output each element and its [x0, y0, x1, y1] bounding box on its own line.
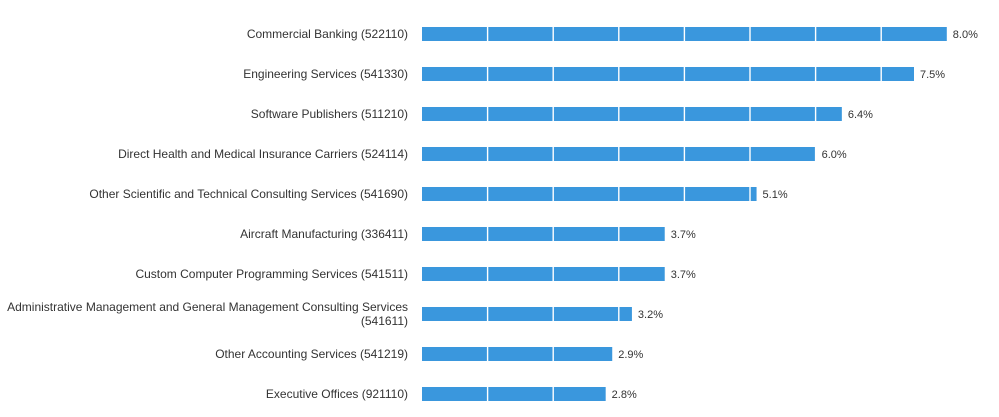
category-label-line: Engineering Services (541330) [243, 67, 408, 81]
value-label-1: 7.5% [920, 69, 945, 81]
category-label-1: Engineering Services (541330) [243, 67, 408, 81]
category-labels: Commercial Banking (522110) Engineering S… [7, 27, 408, 401]
bar-5 [422, 227, 665, 241]
category-label-line: Other Scientific and Technical Consultin… [89, 187, 408, 201]
category-label-line: Administrative Management and General Ma… [7, 300, 408, 314]
value-label-6: 3.7% [671, 269, 696, 281]
bar-6 [422, 267, 665, 281]
value-label-8: 2.9% [618, 349, 643, 361]
category-label-4: Other Scientific and Technical Consultin… [89, 187, 408, 201]
bar-2 [422, 107, 842, 121]
value-label-5: 3.7% [671, 229, 696, 241]
category-label-5: Aircraft Manufacturing (336411) [240, 227, 408, 241]
bar-7 [422, 307, 632, 321]
category-label-3: Direct Health and Medical Insurance Carr… [118, 147, 408, 161]
category-label-0: Commercial Banking (522110) [247, 27, 408, 41]
category-label-line: Commercial Banking (522110) [247, 27, 408, 41]
bar-1 [422, 67, 914, 81]
category-label-6: Custom Computer Programming Services (54… [135, 267, 408, 281]
category-label-line: Software Publishers (511210) [251, 107, 408, 121]
category-label-9: Executive Offices (921110) [266, 387, 408, 401]
bar-8 [422, 347, 613, 361]
value-label-9: 2.8% [612, 389, 637, 401]
category-label-8: Other Accounting Services (541219) [215, 347, 408, 361]
bar-9 [422, 387, 606, 401]
category-label-line: Executive Offices (921110) [266, 387, 408, 401]
value-label-3: 6.0% [822, 149, 847, 161]
category-label-7: Administrative Management and General Ma… [7, 300, 408, 328]
value-labels: 8.0% 7.5% 6.4% 6.0% 5.1% 3.7% 3.7% 3.2% 2.9% 2.8% [612, 29, 978, 401]
value-label-0: 8.0% [953, 29, 978, 41]
bar-4 [422, 187, 757, 201]
category-label-line: Direct Health and Medical Insurance Carr… [118, 147, 408, 161]
category-label-line: Other Accounting Services (541219) [215, 347, 408, 361]
category-label-line: Aircraft Manufacturing (336411) [240, 227, 408, 241]
category-label-line: Custom Computer Programming Services (54… [135, 267, 408, 281]
category-label-2: Software Publishers (511210) [251, 107, 408, 121]
value-label-7: 3.2% [638, 309, 663, 321]
value-label-4: 5.1% [763, 189, 788, 201]
value-label-2: 6.4% [848, 109, 873, 121]
category-label-line: (541611) [361, 314, 408, 328]
grid-layer [486, 25, 882, 403]
